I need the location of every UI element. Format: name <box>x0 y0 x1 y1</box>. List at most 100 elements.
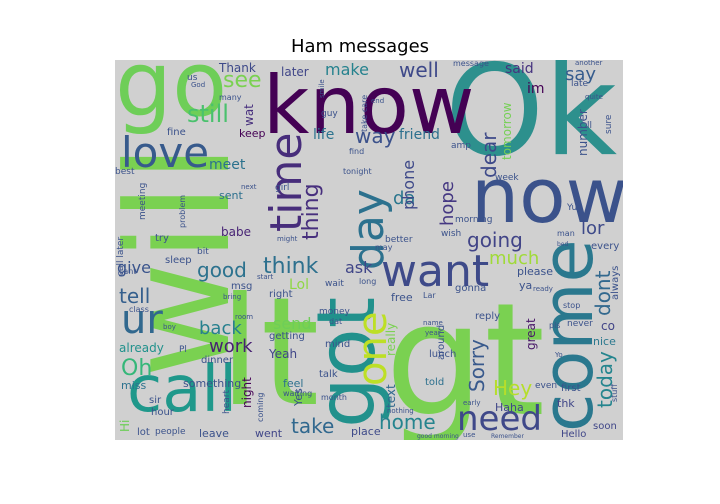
word-go: go <box>115 60 228 137</box>
word-make: make <box>325 60 369 79</box>
word-never: never <box>567 319 593 329</box>
word-year: year <box>425 329 441 337</box>
word-use: use <box>463 431 476 439</box>
word-reply: reply <box>475 311 501 322</box>
word-quite: quite <box>585 93 603 101</box>
word-free: free <box>391 291 413 304</box>
word-wat: wat <box>242 104 256 126</box>
word-babe: babe <box>221 225 251 239</box>
word-back: back <box>199 318 242 339</box>
word-told: told <box>425 377 445 388</box>
word-tonight: tonight <box>343 167 372 176</box>
word-ready: ready <box>533 285 553 293</box>
word-morning: morning <box>455 215 493 225</box>
word-room: room <box>235 313 254 321</box>
word-great: great <box>524 318 538 350</box>
word-call: call <box>127 353 237 427</box>
word-bring: bring <box>223 293 242 301</box>
word-long: long <box>359 277 377 286</box>
word-really: really <box>384 322 398 356</box>
word-sure: sure <box>604 114 614 134</box>
word-week: week <box>495 173 519 183</box>
word-take: take <box>291 414 335 438</box>
word-dinner: dinner <box>201 355 234 366</box>
word-hello: Hello <box>561 429 587 440</box>
word-think: think <box>263 254 319 279</box>
word-pls: pls <box>549 321 561 330</box>
word-text: text <box>384 384 398 408</box>
word-find: find <box>349 147 365 156</box>
word-see: see <box>223 68 262 93</box>
word-dear: dear <box>477 132 501 178</box>
word-many: many <box>219 93 242 102</box>
word-talk: talk <box>319 369 338 380</box>
word-money: money <box>319 307 350 317</box>
word-ask: ask <box>345 258 373 277</box>
word-getting: getting <box>269 331 305 342</box>
word-even: even <box>535 381 558 391</box>
word-stop: stop <box>563 301 581 310</box>
word-said: said <box>505 61 534 77</box>
word-already: already <box>119 341 164 355</box>
word-hey: Hey <box>493 376 533 400</box>
word-may: may <box>375 243 393 252</box>
word-lunch: lunch <box>429 349 457 360</box>
word-fine: fine <box>167 127 186 138</box>
word-ok: Ok <box>445 60 618 184</box>
word-dat: dat <box>329 317 343 326</box>
word-best: best <box>115 167 135 177</box>
word-keep: keep <box>239 127 266 140</box>
word-well: well <box>399 60 439 82</box>
word-always: always <box>610 265 621 300</box>
word-girl: girl <box>275 183 290 193</box>
word-coming: coming <box>256 392 265 422</box>
word-waiting: waiting <box>283 389 313 398</box>
word-boy: boy <box>163 323 176 331</box>
word-friend: friend <box>399 127 440 143</box>
word-end: end <box>371 97 385 105</box>
word-gonna: gonna <box>455 283 487 294</box>
word-ur: ur <box>121 297 163 343</box>
word-heart: heart <box>222 390 232 414</box>
word-lot: lot <box>137 427 150 438</box>
word-might: might <box>277 235 298 243</box>
word-try: try <box>155 233 169 244</box>
word-sleep: sleep <box>165 255 192 266</box>
word-co: co <box>601 319 615 333</box>
word-please: please <box>517 265 554 278</box>
word-wish: wish <box>441 229 462 239</box>
word-nice: nice <box>593 335 616 348</box>
word-now: now <box>471 151 623 240</box>
word-way: way <box>355 124 396 148</box>
word-haha: Haha <box>495 401 524 414</box>
word-problem: problem <box>178 194 187 228</box>
word-lar: Lar <box>423 291 436 300</box>
word-da: da <box>393 188 416 209</box>
word-remember: Remember <box>491 433 524 440</box>
word-feel: feel <box>283 377 304 390</box>
word-number: number <box>576 109 590 156</box>
word-thk: thk <box>557 397 575 410</box>
chart-title: Ham messages <box>290 36 430 57</box>
word-gt: gt <box>385 269 546 440</box>
word-smile: smile <box>318 79 326 98</box>
word-right: right <box>269 289 293 300</box>
word-yo: Yo <box>555 351 563 359</box>
word-hi: Hi <box>118 419 132 432</box>
word-bit: bit <box>197 247 209 257</box>
word-work: work <box>209 336 253 357</box>
word-meeting: meeting <box>138 182 148 220</box>
word-cloud: Ok will lt gt go know now got call come … <box>115 60 623 440</box>
word-early: early <box>463 399 481 407</box>
word-lt: lt <box>219 266 320 440</box>
word-pl: Pl <box>179 345 187 355</box>
word-cant: cant <box>119 267 137 276</box>
word-us: us <box>187 73 198 83</box>
word-msg: msg <box>231 281 253 292</box>
word-need: need <box>457 399 542 439</box>
word-amp: amp <box>451 141 471 151</box>
word-mind: mind <box>325 339 351 350</box>
word-phone: phone <box>399 159 418 210</box>
word-say: say <box>565 64 597 85</box>
word-yeah: Yeah <box>269 347 298 361</box>
